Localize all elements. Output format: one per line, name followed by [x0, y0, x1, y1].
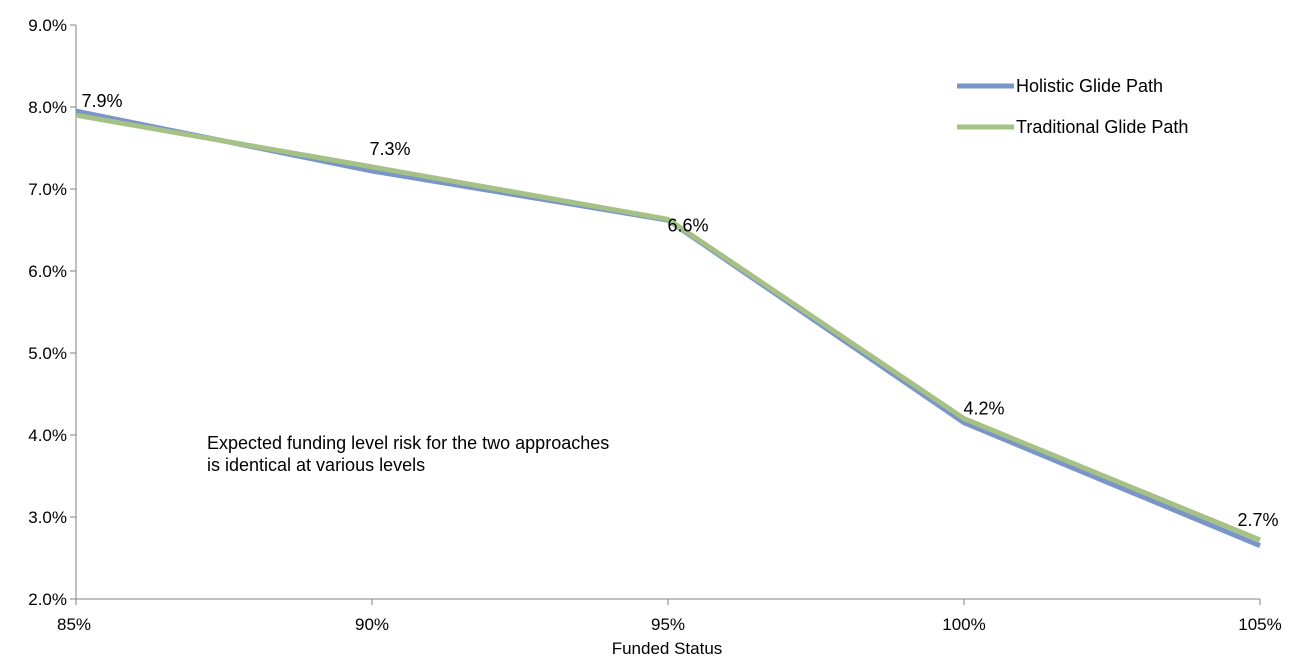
x-tick-label: 95%: [651, 615, 685, 634]
y-axis: 2.0% 3.0% 4.0% 5.0% 6.0% 7.0% 8.0% 9.0%: [28, 16, 77, 609]
data-label: 7.9%: [81, 91, 122, 111]
legend-label: Holistic Glide Path: [1016, 76, 1163, 96]
data-label: 7.3%: [369, 139, 410, 159]
chart-annotation: Expected funding level risk for the two …: [207, 433, 610, 475]
x-tick-label: 90%: [355, 615, 389, 634]
y-tick-label: 6.0%: [28, 262, 67, 281]
legend: Holistic Glide Path Traditional Glide Pat…: [957, 76, 1188, 137]
y-tick-label: 7.0%: [28, 180, 67, 199]
series-line-holistic: [75, 108, 1261, 549]
legend-label: Traditional Glide Path: [1016, 117, 1188, 137]
data-label: 4.2%: [963, 399, 1004, 419]
y-tick-label: 5.0%: [28, 344, 67, 363]
y-tick-label: 9.0%: [28, 16, 67, 35]
data-labels: 7.9% 7.3% 6.6% 4.2% 2.7%: [81, 91, 1278, 530]
x-tick-label: 105%: [1238, 615, 1281, 634]
data-label: 6.6%: [667, 215, 708, 235]
y-tick-label: 8.0%: [28, 98, 67, 117]
x-tick-label: 85%: [57, 615, 91, 634]
x-axis-title: Funded Status: [612, 639, 723, 658]
series-layer: [75, 108, 1261, 549]
y-tick-label: 4.0%: [28, 426, 67, 445]
y-tick-label: 2.0%: [28, 590, 67, 609]
data-label: 2.7%: [1237, 510, 1278, 530]
x-axis: 85% 90% 95% 100% 105%: [57, 598, 1282, 634]
x-tick-label: 100%: [942, 615, 985, 634]
y-tick-label: 3.0%: [28, 508, 67, 527]
series-line-traditional: [75, 112, 1261, 543]
